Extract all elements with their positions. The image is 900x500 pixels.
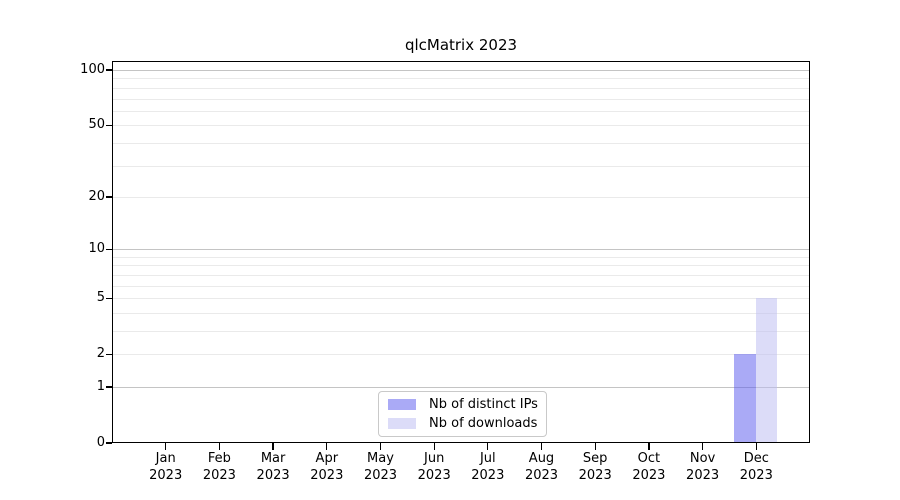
y-tick — [105, 386, 112, 388]
x-tick-label-year: 2023 — [363, 468, 398, 483]
y-tick — [105, 297, 112, 299]
minor-gridline — [112, 196, 810, 198]
x-tick-label: Feb 2023 — [189, 450, 249, 484]
x-tick — [326, 443, 328, 450]
x-tick — [165, 443, 167, 450]
legend-item-downloads: Nb of downloads — [388, 416, 546, 431]
minor-gridline — [112, 98, 810, 100]
minor-gridline — [112, 298, 810, 300]
x-tick-label-year: 2023 — [471, 468, 505, 483]
legend-item-distinct-ips: Nb of distinct IPs — [388, 397, 546, 412]
minor-gridline — [112, 125, 810, 127]
y-tick-label: 2 — [96, 346, 105, 362]
x-tick — [648, 443, 650, 450]
y-tick-label: 50 — [88, 117, 105, 133]
minor-gridline — [112, 331, 810, 332]
x-tick-label: Oct 2023 — [619, 450, 679, 484]
y-tick — [105, 196, 112, 198]
x-tick — [594, 443, 596, 450]
y-tick — [105, 353, 112, 355]
y-tick — [105, 69, 112, 71]
minor-gridline — [112, 312, 810, 314]
x-tick — [702, 443, 704, 450]
x-tick-label-year: 2023 — [524, 468, 559, 483]
plot-frame — [112, 61, 810, 443]
x-tick-label-year: 2023 — [310, 468, 344, 483]
x-tick-label-year: 2023 — [202, 468, 236, 483]
x-tick-label: May 2023 — [351, 450, 411, 484]
y-tick — [105, 124, 112, 126]
x-tick-label: Dec 2023 — [726, 450, 786, 484]
minor-gridline — [112, 256, 810, 258]
major-gridline — [112, 70, 810, 72]
y-tick — [105, 248, 112, 250]
x-tick-label: Sep 2023 — [565, 450, 625, 484]
x-tick-label: Aug 2023 — [512, 450, 572, 484]
x-tick — [540, 443, 543, 450]
x-tick-label-year: 2023 — [578, 468, 612, 483]
y-tick-label: 20 — [88, 188, 105, 204]
legend-swatch-distinct-ips — [388, 399, 416, 410]
y-tick-label: 10 — [88, 241, 105, 257]
minor-gridline — [112, 142, 810, 144]
x-tick-label-year: 2023 — [256, 468, 290, 483]
y-tick-label: 1 — [96, 379, 105, 394]
x-tick-label: Nov 2023 — [673, 450, 733, 484]
minor-gridline — [112, 285, 810, 287]
minor-gridline — [112, 165, 810, 167]
x-tick-label: Mar 2023 — [243, 450, 303, 484]
bar-downloads — [755, 298, 778, 443]
minor-gridline — [112, 265, 810, 267]
x-tick-label-year: 2023 — [739, 468, 773, 483]
minor-gridline — [112, 78, 810, 80]
x-tick-label: Jan 2023 — [136, 450, 196, 484]
x-tick — [218, 443, 220, 450]
x-tick-label: Jun 2023 — [404, 450, 464, 484]
legend-swatch-downloads — [388, 418, 416, 429]
y-tick-label: 0 — [96, 435, 105, 450]
minor-gridline — [112, 110, 810, 112]
legend-label-distinct-ips: Nb of distinct IPs — [429, 397, 538, 412]
y-tick-label: 100 — [80, 62, 105, 77]
x-tick — [755, 443, 757, 450]
x-tick-label-year: 2023 — [417, 468, 451, 483]
x-tick — [272, 443, 274, 450]
bar-distinct-ips — [734, 354, 756, 443]
legend-label-downloads: Nb of downloads — [429, 416, 538, 431]
minor-gridline — [112, 274, 810, 276]
x-tick-label: Jul 2023 — [458, 450, 518, 484]
minor-gridline — [112, 87, 810, 89]
x-tick-label-year: 2023 — [632, 468, 666, 483]
minor-gridline — [112, 354, 810, 356]
y-tick-label: 5 — [96, 290, 105, 306]
x-tick — [379, 443, 382, 450]
y-tick — [105, 442, 112, 444]
legend: Nb of distinct IPs Nb of downloads — [378, 391, 547, 437]
major-gridline — [112, 249, 810, 251]
x-tick — [487, 443, 489, 450]
x-tick-label-year: 2023 — [149, 468, 183, 483]
x-tick — [433, 443, 435, 450]
chart-title: qlcMatrix 2023 — [404, 36, 518, 54]
x-tick-label: Apr 2023 — [297, 450, 357, 484]
major-gridline — [112, 387, 810, 389]
x-tick-label-year: 2023 — [686, 468, 720, 483]
